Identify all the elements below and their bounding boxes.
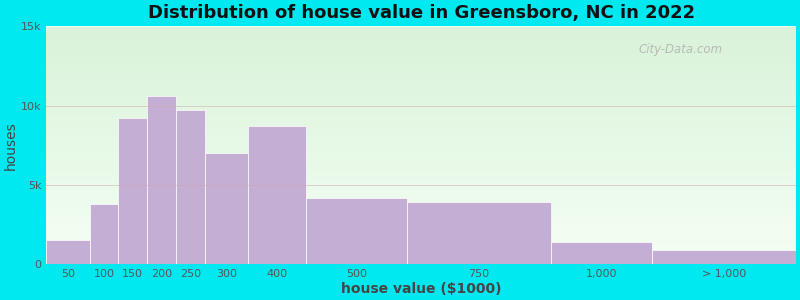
Bar xyxy=(306,198,406,264)
Bar xyxy=(652,250,796,264)
Bar xyxy=(248,126,306,264)
Bar xyxy=(90,204,118,264)
Y-axis label: houses: houses xyxy=(4,121,18,170)
X-axis label: house value ($1000): house value ($1000) xyxy=(341,282,502,296)
Bar xyxy=(406,202,550,264)
Bar xyxy=(147,96,176,264)
Bar xyxy=(176,110,205,264)
Title: Distribution of house value in Greensboro, NC in 2022: Distribution of house value in Greensbor… xyxy=(147,4,694,22)
Bar xyxy=(46,240,90,264)
Bar xyxy=(550,242,652,264)
Bar xyxy=(118,118,147,264)
Text: City-Data.com: City-Data.com xyxy=(638,43,722,56)
Bar xyxy=(205,153,248,264)
